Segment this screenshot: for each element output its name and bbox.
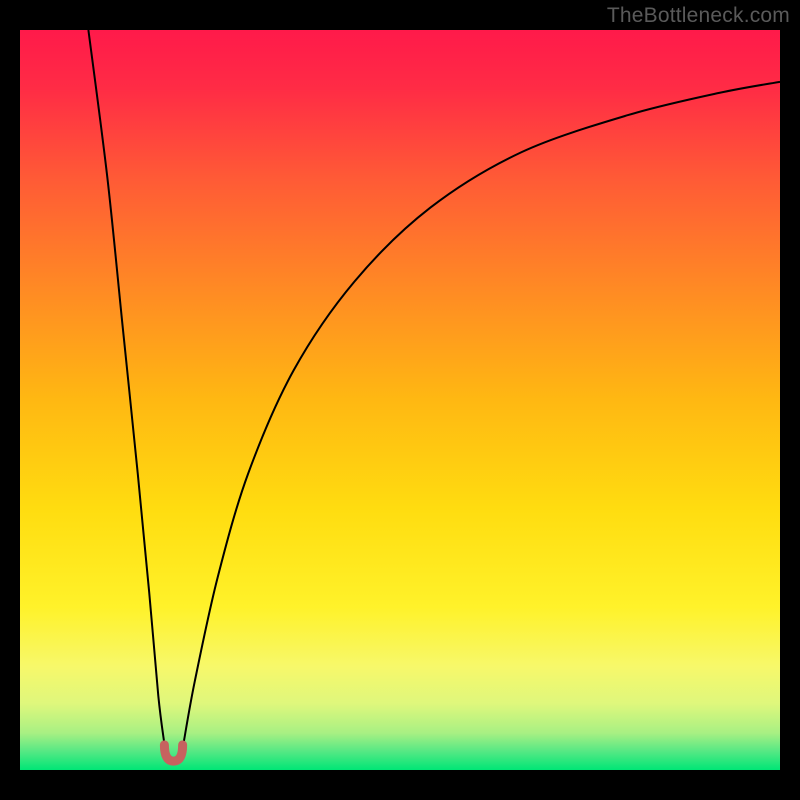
chart-frame: TheBottleneck.com [0, 0, 800, 800]
watermark-text: TheBottleneck.com [607, 4, 790, 28]
gradient-background [20, 30, 780, 770]
bottleneck-chart [20, 30, 780, 770]
plot-area [20, 30, 780, 770]
